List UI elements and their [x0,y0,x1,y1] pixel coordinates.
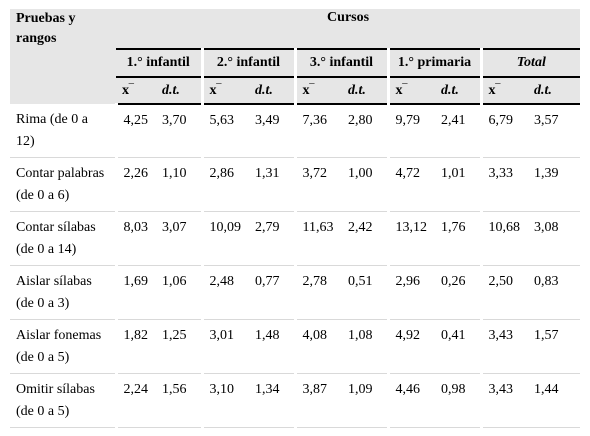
table-row: Aislar sílabas (de 0 a 3) 1,69 1,06 2,48 0,7… [10,265,581,320]
mean-cell: 4,92 [386,319,435,374]
sd-cell: 1,10 [156,157,202,212]
table-container: Pruebas y rangos Cursos 1.° infantil 2.°… [10,9,581,428]
row-header-label: Pruebas y rangos [10,9,116,104]
mean-cell: 10,68 [479,211,528,266]
sd-cell: 1,06 [156,265,202,320]
row-label: Aislar fonemas (de 0 a 5) [10,319,116,374]
sd-cell: 0,41 [435,319,481,374]
mean-header: x‾ [293,76,342,105]
sd-cell: 1,44 [528,373,581,428]
mean-cell: 2,96 [386,265,435,320]
sd-header: d.t. [528,76,581,105]
row-label: Aislar sílabas (de 0 a 3) [10,265,116,320]
sd-cell: 0,51 [342,265,388,320]
mean-cell: 4,08 [293,319,342,374]
sd-cell: 3,08 [528,211,581,266]
mean-cell: 4,25 [114,104,156,158]
mean-cell: 3,33 [479,157,528,212]
sd-cell: 1,39 [528,157,581,212]
sd-cell: 1,08 [342,319,388,374]
mean-cell: 3,72 [293,157,342,212]
mean-cell: 4,46 [386,373,435,428]
mean-cell: 1,82 [114,319,156,374]
mean-cell: 13,12 [386,211,435,266]
mean-cell: 2,24 [114,373,156,428]
mean-cell: 6,79 [479,104,528,158]
table-row: Aislar fonemas (de 0 a 5) 1,82 1,25 3,01 1,4… [10,319,581,374]
mean-header: x‾ [479,76,528,105]
mean-header: x‾ [116,76,156,105]
sd-cell: 3,70 [156,104,202,158]
mean-cell: 7,36 [293,104,342,158]
table-row: Rima (de 0 a 12) 4,25 3,70 5,63 3,49 7,36 2,80… [10,104,581,158]
mean-cell: 9,79 [386,104,435,158]
group-header: 1.° primaria [386,48,481,77]
sd-cell: 1,31 [249,157,295,212]
sd-cell: 2,42 [342,211,388,266]
mean-cell: 3,10 [200,373,249,428]
sd-cell: 0,83 [528,265,581,320]
sd-cell: 2,79 [249,211,295,266]
sd-cell: 1,57 [528,319,581,374]
mean-cell: 2,48 [200,265,249,320]
mean-cell: 5,63 [200,104,249,158]
group-header-total: Total [479,48,581,77]
table-row: Contar sílabas (de 0 a 14) 8,03 3,07 10,09 2… [10,211,581,266]
mean-header: x‾ [200,76,249,105]
row-label: Contar palabras (de 0 a 6) [10,157,116,212]
sd-cell: 1,25 [156,319,202,374]
results-table: Pruebas y rangos Cursos 1.° infantil 2.°… [10,9,581,428]
mean-cell: 2,26 [114,157,156,212]
sd-header: d.t. [156,76,202,105]
group-header: 3.° infantil [293,48,388,77]
mean-cell: 10,09 [200,211,249,266]
sd-cell: 0,26 [435,265,481,320]
mean-cell: 3,01 [200,319,249,374]
sd-cell: 1,00 [342,157,388,212]
table-row: Contar palabras (de 0 a 6) 2,26 1,10 2,86 1,… [10,157,581,212]
sd-cell: 2,80 [342,104,388,158]
row-label: Contar sílabas (de 0 a 14) [10,211,116,266]
sd-cell: 0,77 [249,265,295,320]
mean-cell: 3,43 [479,319,528,374]
mean-cell: 2,78 [293,265,342,320]
mean-cell: 4,72 [386,157,435,212]
mean-cell: 2,86 [200,157,249,212]
group-header: 2.° infantil [200,48,295,77]
sd-header: d.t. [435,76,481,105]
mean-cell: 8,03 [114,211,156,266]
sd-cell: 1,48 [249,319,295,374]
mean-cell: 2,50 [479,265,528,320]
sd-cell: 3,57 [528,104,581,158]
sd-cell: 1,01 [435,157,481,212]
row-label: Omitir sílabas (de 0 a 5) [10,373,116,428]
mean-cell: 3,87 [293,373,342,428]
sd-cell: 1,76 [435,211,481,266]
mean-cell: 1,69 [114,265,156,320]
sd-cell: 3,49 [249,104,295,158]
group-header: 1.° infantil [116,48,202,77]
sd-cell: 0,98 [435,373,481,428]
sd-cell: 2,41 [435,104,481,158]
row-label: Rima (de 0 a 12) [10,104,116,158]
cursos-header: Cursos [116,9,581,49]
sd-header: d.t. [249,76,295,105]
sd-cell: 3,07 [156,211,202,266]
sd-cell: 1,09 [342,373,388,428]
mean-cell: 3,43 [479,373,528,428]
mean-cell: 11,63 [293,211,342,266]
table-row: Omitir sílabas (de 0 a 5) 2,24 1,56 3,10 1,3… [10,373,581,428]
sd-header: d.t. [342,76,388,105]
sd-cell: 1,56 [156,373,202,428]
sd-cell: 1,34 [249,373,295,428]
mean-header: x‾ [386,76,435,105]
